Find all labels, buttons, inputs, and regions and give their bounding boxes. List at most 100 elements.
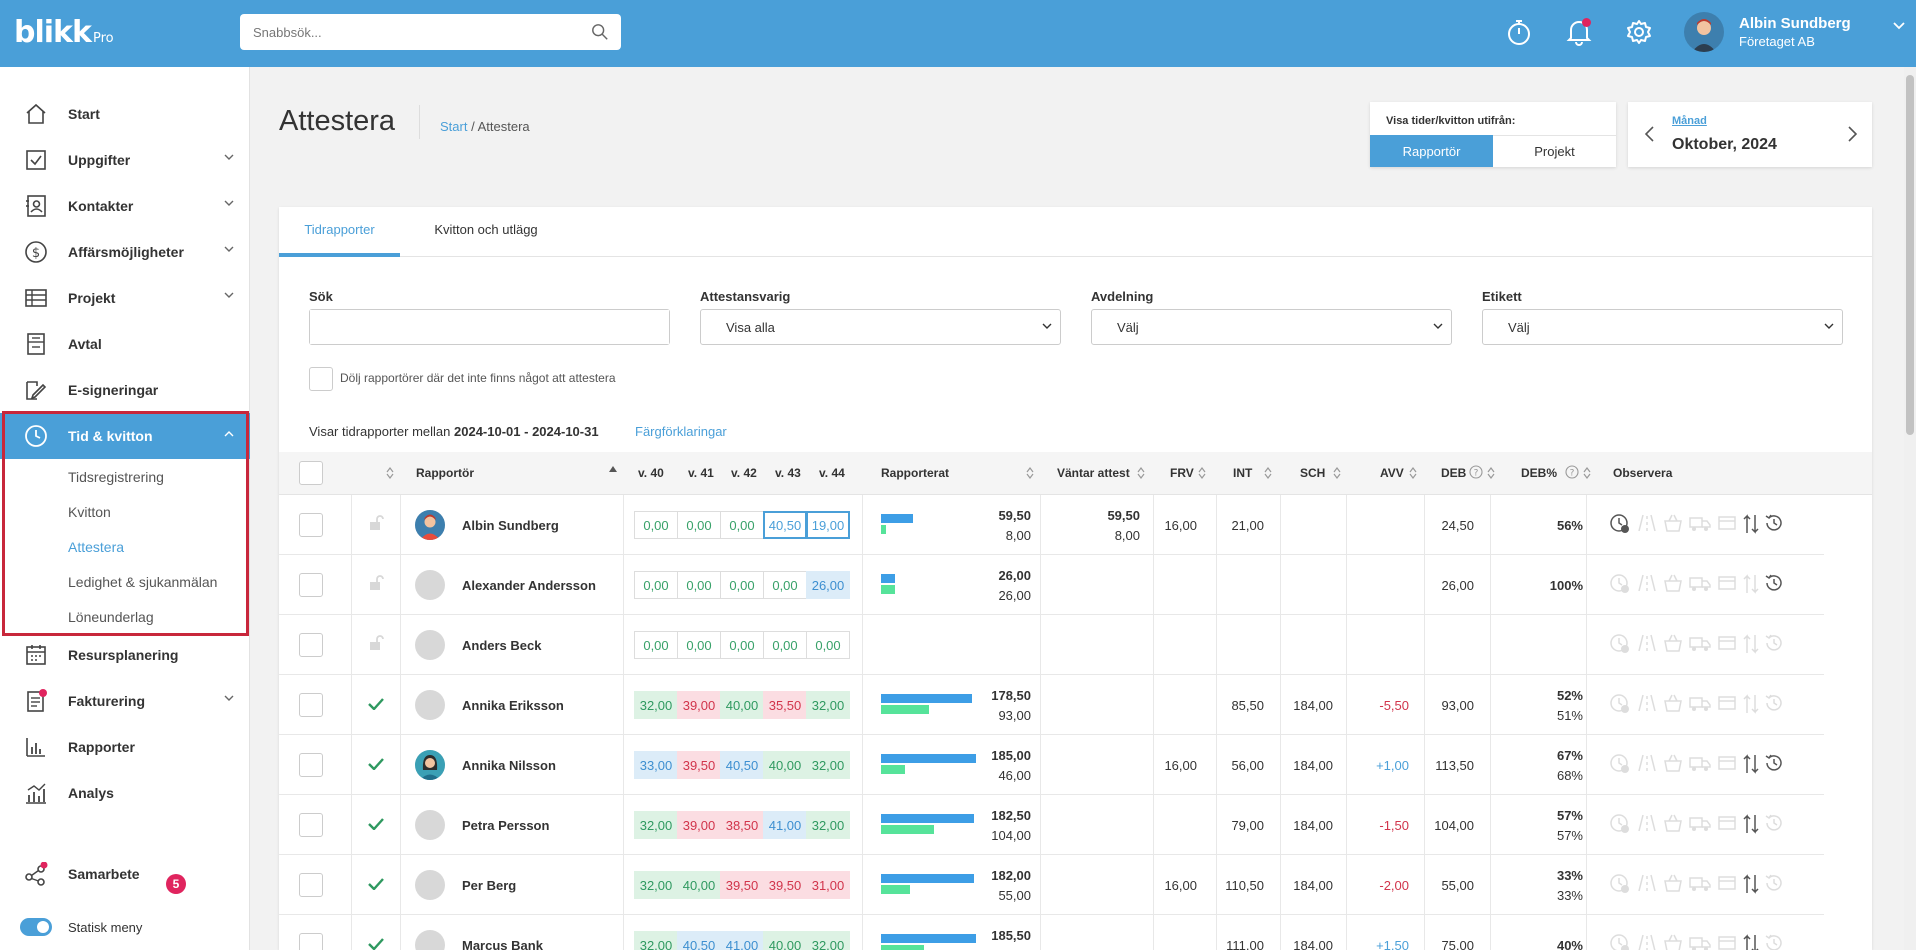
sidebar-item-avtal[interactable]: Avtal xyxy=(0,321,250,367)
gear-icon[interactable] xyxy=(1623,16,1655,48)
week-cell[interactable]: 39,50 xyxy=(763,871,807,899)
view-projekt-button[interactable]: Projekt xyxy=(1493,135,1616,167)
sidebar-item-kontakter[interactable]: Kontakter xyxy=(0,183,250,229)
sidebar-item-start[interactable]: Start xyxy=(0,91,250,137)
sort-icon[interactable] xyxy=(1026,467,1034,479)
week-cell[interactable]: 32,00 xyxy=(634,871,678,899)
truck-icon[interactable] xyxy=(1689,513,1711,533)
row-checkbox[interactable] xyxy=(299,933,323,950)
sidebar-subitem-tidsregistrering[interactable]: Tidsregistrering xyxy=(68,469,164,485)
sort-icon[interactable] xyxy=(1264,467,1272,479)
week-cell[interactable]: 26,00 xyxy=(806,571,850,599)
sidebar-item-resursplanering[interactable]: Resursplanering xyxy=(0,632,250,678)
color-legend-link[interactable]: Färgförklaringar xyxy=(635,424,727,439)
logo[interactable]: blikk Pro xyxy=(14,15,114,50)
week-cell[interactable]: 41,00 xyxy=(720,931,764,950)
tab-tidrapporter[interactable]: Tidrapporter xyxy=(279,207,400,257)
basket-icon[interactable] xyxy=(1663,873,1683,893)
road-icon[interactable] xyxy=(1637,693,1657,713)
clock-add-icon[interactable] xyxy=(1609,513,1631,535)
truck-icon[interactable] xyxy=(1689,633,1711,653)
row-checkbox[interactable] xyxy=(299,753,323,777)
sidebar-item-samarbete[interactable]: Samarbete xyxy=(0,851,250,897)
transfer-icon[interactable] xyxy=(1743,813,1759,835)
filter-search-input[interactable] xyxy=(310,310,669,344)
col-waiting[interactable]: Väntar attest xyxy=(1057,466,1130,480)
scrollbar-thumb[interactable] xyxy=(1906,75,1914,435)
history-icon[interactable] xyxy=(1764,753,1784,773)
basket-icon[interactable] xyxy=(1663,813,1683,833)
chevron-down-icon[interactable] xyxy=(1893,22,1905,30)
static-menu-toggle[interactable] xyxy=(20,918,52,936)
reporter-name[interactable]: Petra Persson xyxy=(462,818,550,833)
sidebar-item-analys[interactable]: Analys xyxy=(0,770,250,816)
week-cell[interactable]: 0,00 xyxy=(763,631,807,659)
history-icon[interactable] xyxy=(1764,693,1784,713)
select-all-checkbox[interactable] xyxy=(299,461,323,485)
week-cell[interactable]: 0,00 xyxy=(634,571,678,599)
clock-add-icon[interactable] xyxy=(1609,753,1631,775)
week-cell[interactable]: 0,00 xyxy=(806,631,850,659)
week-cell[interactable]: 40,00 xyxy=(677,871,721,899)
week-cell[interactable]: 33,00 xyxy=(634,751,678,779)
transfer-icon[interactable] xyxy=(1743,513,1759,535)
col-deb-percent[interactable]: DEB% xyxy=(1521,466,1558,480)
row-checkbox[interactable] xyxy=(299,693,323,717)
col-frv[interactable]: FRV xyxy=(1170,466,1194,480)
help-icon[interactable]: ? xyxy=(1565,465,1579,479)
reporter-name[interactable]: Annika Eriksson xyxy=(462,698,564,713)
week-cell[interactable]: 32,00 xyxy=(806,691,850,719)
sidebar-item-uppgifter[interactable]: Uppgifter xyxy=(0,137,250,183)
period-type-link[interactable]: Månad xyxy=(1672,115,1707,127)
sidebar-item-projekt[interactable]: Projekt xyxy=(0,275,250,321)
reporter-name[interactable]: Albin Sundberg xyxy=(462,518,559,533)
history-icon[interactable] xyxy=(1764,933,1784,950)
week-cell[interactable]: 0,00 xyxy=(720,511,764,539)
sort-icon[interactable] xyxy=(386,467,394,479)
transfer-icon[interactable] xyxy=(1743,633,1759,655)
sort-asc-icon[interactable] xyxy=(609,466,617,472)
sidebar-item-e-signeringar[interactable]: E-signeringar xyxy=(0,367,250,413)
basket-icon[interactable] xyxy=(1663,633,1683,653)
week-cell[interactable]: 40,50 xyxy=(720,751,764,779)
transfer-icon[interactable] xyxy=(1743,693,1759,715)
search-icon[interactable] xyxy=(591,23,609,41)
tag-select[interactable]: Välj xyxy=(1482,309,1843,345)
week-cell[interactable]: 0,00 xyxy=(677,631,721,659)
basket-icon[interactable] xyxy=(1663,693,1683,713)
truck-icon[interactable] xyxy=(1689,813,1711,833)
road-icon[interactable] xyxy=(1637,933,1657,950)
week-cell[interactable]: 40,00 xyxy=(763,751,807,779)
week-cell[interactable]: 0,00 xyxy=(634,631,678,659)
row-checkbox[interactable] xyxy=(299,813,323,837)
road-icon[interactable] xyxy=(1637,753,1657,773)
history-icon[interactable] xyxy=(1764,513,1784,533)
history-icon[interactable] xyxy=(1764,873,1784,893)
transfer-icon[interactable] xyxy=(1743,933,1759,950)
clock-add-icon[interactable] xyxy=(1609,813,1631,835)
basket-icon[interactable] xyxy=(1663,933,1683,950)
card-icon[interactable] xyxy=(1717,573,1737,593)
sidebar-item-tid-kvitton[interactable]: Tid & kvitton xyxy=(0,413,250,459)
week-cell[interactable]: 0,00 xyxy=(720,571,764,599)
road-icon[interactable] xyxy=(1637,573,1657,593)
week-cell[interactable]: 39,50 xyxy=(720,871,764,899)
truck-icon[interactable] xyxy=(1689,873,1711,893)
sidebar-item-fakturering[interactable]: Fakturering xyxy=(0,678,250,724)
card-icon[interactable] xyxy=(1717,933,1737,950)
row-checkbox[interactable] xyxy=(299,513,323,537)
transfer-icon[interactable] xyxy=(1743,573,1759,595)
week-cell[interactable]: 32,00 xyxy=(806,811,850,839)
history-icon[interactable] xyxy=(1764,573,1784,593)
week-cell[interactable]: 19,00 xyxy=(806,511,850,539)
sort-icon[interactable] xyxy=(1583,467,1591,479)
truck-icon[interactable] xyxy=(1689,933,1711,950)
history-icon[interactable] xyxy=(1764,633,1784,653)
bell-icon[interactable] xyxy=(1563,16,1595,48)
card-icon[interactable] xyxy=(1717,753,1737,773)
week-cell[interactable]: 41,00 xyxy=(763,811,807,839)
sidebar-item-rapporter[interactable]: Rapporter xyxy=(0,724,250,770)
col-deb[interactable]: DEB xyxy=(1441,466,1467,480)
page-scrollbar[interactable] xyxy=(1904,67,1916,950)
history-icon[interactable] xyxy=(1764,813,1784,833)
